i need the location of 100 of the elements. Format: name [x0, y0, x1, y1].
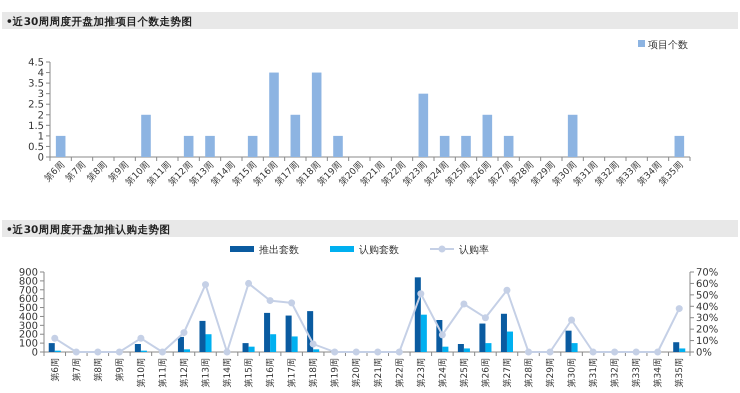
y-tick-label: 3 — [38, 89, 44, 100]
bar — [333, 136, 343, 157]
bar — [270, 334, 276, 352]
bar — [674, 136, 684, 157]
point — [137, 334, 144, 342]
y-tick-label: 0.5 — [28, 142, 44, 153]
x-tick-label: 第17周 — [286, 358, 298, 388]
bar — [418, 94, 428, 157]
point — [51, 334, 58, 342]
point — [417, 290, 424, 298]
bar — [184, 136, 194, 157]
point — [288, 299, 296, 306]
y2-tick-label: 40% — [696, 302, 718, 313]
point — [525, 348, 532, 356]
bar — [464, 348, 470, 352]
x-tick-label: 第33周 — [631, 358, 642, 388]
x-tick-label: 第28周 — [524, 358, 534, 388]
bar — [205, 136, 215, 157]
x-tick-label: 第22周 — [394, 358, 406, 388]
x-tick-label: 第32周 — [610, 358, 621, 388]
bar — [269, 72, 279, 157]
x-tick-label: 第15周 — [244, 358, 255, 388]
x-tick-label: 第13周 — [200, 358, 212, 388]
point — [158, 348, 166, 356]
bar — [178, 336, 184, 352]
y-tick-label: 4.5 — [28, 58, 44, 68]
bar — [141, 114, 151, 157]
chart-title: •近30周周度开盘加推项目个数走势图 — [6, 15, 192, 28]
bar — [206, 334, 212, 352]
point — [310, 340, 317, 348]
point — [266, 297, 274, 304]
bar — [312, 72, 322, 157]
y-tick-label: 0 — [32, 348, 38, 358]
point — [72, 348, 80, 356]
y-tick-label: 1.5 — [28, 120, 44, 132]
point — [331, 348, 338, 356]
x-tick-label: 第14周 — [222, 358, 234, 388]
x-tick-label: 第18周 — [308, 358, 320, 388]
bar — [134, 344, 141, 352]
point — [611, 348, 618, 356]
point — [654, 348, 662, 356]
x-tick-label: 第23周 — [416, 358, 427, 388]
point — [482, 314, 489, 322]
point — [352, 348, 360, 356]
point — [224, 348, 231, 356]
x-tick-label: 第35周 — [674, 358, 686, 388]
point — [180, 329, 188, 336]
point — [202, 281, 209, 288]
bar — [673, 342, 680, 352]
x-tick-label: 第21周 — [372, 358, 384, 388]
x-tick-label: 第10周 — [136, 358, 147, 388]
x-tick-label: 第19周 — [330, 358, 341, 388]
x-tick-label: 第20周 — [351, 358, 362, 388]
x-tick-label: 第31周 — [588, 358, 600, 388]
x-tick-label: 第29周 — [545, 358, 556, 388]
x-tick-label: 第6周 — [50, 358, 61, 382]
bar — [479, 324, 486, 352]
bar — [292, 336, 298, 352]
y-tick-label: 3.5 — [28, 78, 44, 90]
y2-tick-label: 20% — [696, 324, 718, 336]
x-tick-label: 第8周 — [92, 358, 104, 382]
y-tick-label: 2 — [38, 110, 44, 122]
bar — [286, 316, 292, 352]
bar — [461, 136, 471, 157]
bar — [485, 343, 492, 352]
bar — [440, 136, 450, 157]
x-tick-label: 第34周 — [652, 358, 664, 388]
point — [438, 331, 446, 338]
x-tick-label: 第11周 — [157, 358, 168, 388]
x-tick-label: 第26周 — [480, 358, 492, 388]
bar — [248, 346, 255, 352]
bar — [458, 344, 464, 352]
y-tick-label: 400 — [18, 312, 38, 323]
bar — [482, 114, 492, 157]
bar — [420, 314, 427, 352]
x-tick-label: 第9周 — [114, 358, 126, 382]
y2-tick-label: 0% — [696, 348, 712, 358]
y-tick-label: 800 — [18, 276, 38, 288]
x-tick-label: 第16周 — [265, 358, 276, 388]
y2-tick-label: 70% — [696, 268, 718, 278]
x-tick-label: 第7周 — [71, 358, 82, 382]
x-tick-label: 第25周 — [458, 358, 470, 388]
point — [245, 280, 252, 287]
legend-label: 认购套数 — [359, 244, 399, 256]
bar — [242, 343, 249, 352]
bar — [504, 136, 514, 157]
y-tick-label: 0 — [38, 152, 44, 164]
bar — [264, 312, 270, 352]
bar — [572, 343, 578, 352]
bar — [568, 114, 578, 157]
bar — [679, 348, 686, 352]
bar — [290, 114, 300, 157]
x-tick-label: 第12周 — [178, 358, 190, 388]
point — [503, 286, 510, 294]
y2-tick-label: 50% — [696, 290, 718, 302]
legend-label: 认购率 — [459, 244, 489, 256]
point — [374, 348, 382, 356]
legend-label: 推出套数 — [259, 244, 299, 256]
point — [676, 305, 683, 312]
bar — [56, 136, 66, 157]
